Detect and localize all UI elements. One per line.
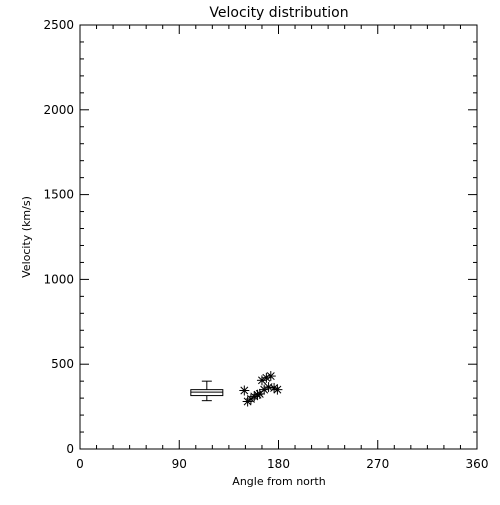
data-point bbox=[261, 372, 272, 383]
chart-title: Velocity distribution bbox=[209, 5, 348, 21]
x-tick-label: 90 bbox=[172, 457, 187, 471]
y-tick-label: 2500 bbox=[43, 18, 74, 32]
y-axis-label: Velocity (km/s) bbox=[20, 196, 33, 278]
y-tick-label: 2000 bbox=[43, 103, 74, 117]
y-axis: 0 500 1000 1500 2000 2500 bbox=[43, 18, 477, 456]
y-tick-label: 0 bbox=[66, 442, 74, 456]
data-point bbox=[259, 384, 270, 395]
boxplot bbox=[190, 380, 224, 402]
data-point-stroke bbox=[273, 385, 282, 394]
y-tick-label: 1500 bbox=[43, 188, 74, 202]
data-points bbox=[239, 371, 283, 407]
y-tick-label: 1000 bbox=[43, 272, 74, 286]
x-tick-label: 0 bbox=[76, 457, 84, 471]
x-tick-label: 270 bbox=[366, 457, 389, 471]
data-point bbox=[265, 371, 276, 382]
y-tick-label: 500 bbox=[51, 357, 74, 371]
data-point-stroke bbox=[262, 373, 271, 382]
x-axis-label: Angle from north bbox=[232, 475, 325, 488]
x-tick-label: 180 bbox=[267, 457, 290, 471]
data-point-stroke bbox=[266, 372, 275, 381]
data-point bbox=[272, 384, 283, 395]
data-point bbox=[239, 385, 250, 396]
data-point-stroke bbox=[270, 383, 279, 392]
x-tick-label: 360 bbox=[466, 457, 489, 471]
x-axis: 0 90 180 270 360 bbox=[76, 25, 488, 471]
data-point-stroke bbox=[240, 386, 249, 395]
